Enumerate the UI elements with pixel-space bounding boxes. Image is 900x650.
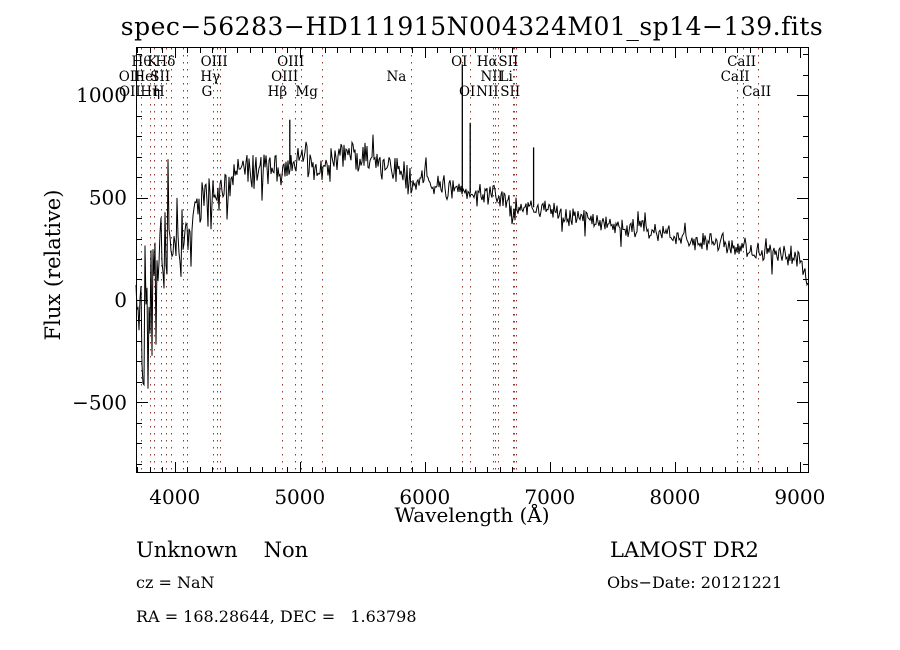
x-tick-label: 5000 <box>274 485 325 509</box>
spectral-line-label: K <box>147 54 158 70</box>
spectral-line-label: OIII <box>277 54 304 70</box>
spectral-line-label: Hα <box>477 54 498 70</box>
spectral-line-label: SII <box>150 69 170 85</box>
spectral-line-label: H <box>153 84 165 100</box>
spectral-line-label: CaII <box>742 84 771 100</box>
survey-release-label: LAMOST DR2 <box>610 538 759 562</box>
x-tick-label: 9000 <box>774 485 825 509</box>
x-tick-label: 6000 <box>399 485 450 509</box>
x-tick-label: 8000 <box>649 485 700 509</box>
spectral-line-label: OII <box>119 69 141 85</box>
y-tick-label: 1000 <box>76 83 127 107</box>
object-subclass: Non <box>263 538 309 562</box>
spectral-line-label: CaII <box>721 69 750 85</box>
spectral-line-label: Na <box>386 69 406 85</box>
spectral-line-label: OIII <box>271 69 298 85</box>
object-class: Unknown <box>136 538 238 562</box>
spectral-line-label: Li <box>500 69 514 85</box>
spectral-line-label: NII <box>480 69 502 85</box>
x-tick-label: 7000 <box>524 485 575 509</box>
obs-date: Obs−Date: 20121221 <box>607 573 783 592</box>
cz-value: cz = NaN <box>136 573 215 592</box>
spectral-line-label: HeI <box>133 69 158 85</box>
x-axis-label: Wavelength (Å) <box>394 503 550 527</box>
plot-frame <box>136 47 809 473</box>
spectrum-trace <box>135 134 809 389</box>
plot-title: spec−56283−HD111915N004324M01_sp14−139.f… <box>120 12 824 41</box>
x-tick-label: 4000 <box>149 485 200 509</box>
spectral-line-label: Mg <box>295 84 318 100</box>
spectral-line-label: Hη <box>140 84 160 100</box>
y-tick-label: 500 <box>89 186 127 210</box>
spectral-line-label: SII <box>500 84 520 100</box>
spectral-line-label: CaII <box>727 54 756 70</box>
spectral-line-label: NII <box>476 84 498 100</box>
spectral-line-label: Hθ <box>132 54 152 70</box>
spectral-line-label: OII <box>119 84 141 100</box>
y-tick-label: 0 <box>114 288 127 312</box>
spectral-line-label: OI <box>459 84 475 100</box>
spectral-line-label: OIII <box>201 54 228 70</box>
spectral-line-label: OI <box>451 54 467 70</box>
spectral-line-label: Hβ <box>268 84 288 100</box>
spectral-line-label: SII <box>498 54 518 70</box>
spectral-line-label: G <box>201 84 212 100</box>
classification-line: Unknown Non <box>136 538 308 562</box>
spectral-line-label: Hγ <box>200 69 220 85</box>
y-tick-label: −500 <box>72 390 127 414</box>
ra-dec-coordinates: RA = 168.28644, DEC = 1.63798 <box>136 607 417 626</box>
y-axis-label: Flux (relative) <box>41 189 65 341</box>
spectral-line-label: Hδ <box>155 54 175 70</box>
